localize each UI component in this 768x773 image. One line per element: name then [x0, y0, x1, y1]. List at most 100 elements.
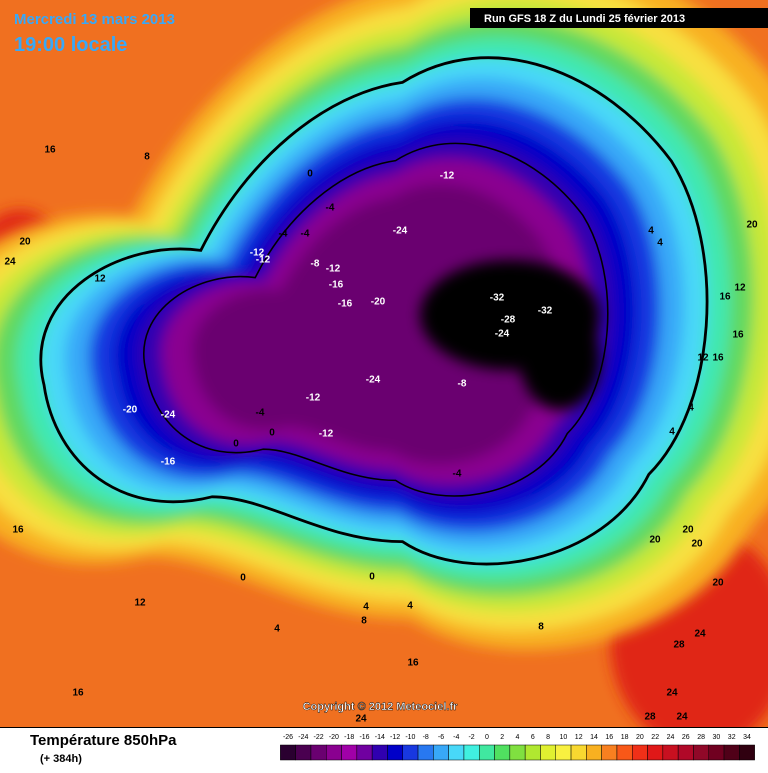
contour-label: 20 [712, 578, 724, 589]
scale-label: -10 [405, 734, 415, 741]
contour-label: -4 [256, 408, 265, 419]
scale-swatch [662, 744, 679, 761]
contour-label: -4 [326, 203, 335, 214]
scale-label: 6 [531, 734, 535, 741]
scale-swatch [463, 744, 480, 761]
scale-label: 0 [485, 734, 489, 741]
contour-label: 16 [12, 525, 24, 536]
contour-label: 12 [134, 598, 146, 609]
contour-label: 20 [682, 525, 694, 536]
scale-label: -26 [283, 734, 293, 741]
scale-label: 28 [697, 734, 705, 741]
contour-label: -4 [301, 229, 310, 240]
scale-label: 22 [651, 734, 659, 741]
scale-swatch [295, 744, 312, 761]
scale-label: 4 [516, 734, 520, 741]
contour-label: 16 [719, 292, 731, 303]
scale-swatch [616, 744, 633, 761]
contour-label: -12 [440, 171, 455, 182]
contour-label: 4 [407, 601, 413, 612]
contour-label: 8 [361, 616, 367, 627]
contour-label: 4 [657, 238, 663, 249]
scale-label: 18 [621, 734, 629, 741]
contour-label: 12 [94, 274, 106, 285]
run-info: Run GFS 18 Z du Lundi 25 février 2013 [484, 13, 685, 25]
legend-title: Température 850hPa [30, 732, 177, 749]
contour-label: 4 [363, 602, 369, 613]
scale-label: -24 [298, 734, 308, 741]
contour-label: -16 [338, 299, 353, 310]
contour-label: 20 [691, 539, 703, 550]
contour-label: -28 [501, 315, 516, 326]
contour-label: -12 [306, 393, 321, 404]
scale-swatch [723, 744, 740, 761]
contour-label: 24 [4, 257, 16, 268]
contour-label: 24 [355, 714, 367, 725]
scale-swatch [356, 744, 373, 761]
scale-label: 34 [743, 734, 751, 741]
forecast-date: Mercredi 13 mars 2013 [14, 11, 175, 28]
contour-label: 0 [240, 573, 246, 584]
scale-label: -14 [375, 734, 385, 741]
scale-swatch [555, 744, 572, 761]
contour-label: -16 [161, 457, 176, 468]
scale-swatch [586, 744, 602, 761]
scale-label: 8 [546, 734, 550, 741]
scale-label: 16 [605, 734, 613, 741]
scale-swatch [524, 744, 541, 761]
scale-label: 14 [590, 734, 598, 741]
scale-swatch [326, 744, 342, 761]
scale-swatch [509, 744, 526, 761]
contour-label: 20 [649, 535, 661, 546]
contour-label: 16 [732, 330, 744, 341]
scale-label: -16 [359, 734, 369, 741]
scale-label: 10 [560, 734, 568, 741]
contour-label: -12 [319, 429, 334, 440]
contour-label: 0 [369, 572, 375, 583]
scale-swatch [310, 744, 327, 761]
contour-label: 0 [233, 439, 239, 450]
contour-label: 20 [19, 237, 31, 248]
scale-label: -6 [438, 734, 444, 741]
scale-swatch [739, 744, 755, 761]
forecast-time: 19:00 locale [14, 34, 127, 56]
scale-label: 24 [667, 734, 675, 741]
scale-label: -20 [329, 734, 339, 741]
contour-label: 16 [72, 688, 84, 699]
contour-label: 0 [269, 428, 275, 439]
contour-label: -24 [161, 410, 176, 421]
scale-swatch [647, 744, 664, 761]
scale-swatch [693, 744, 710, 761]
contour-label: -24 [393, 226, 408, 237]
contour-label: -16 [329, 280, 344, 291]
scale-label: 12 [575, 734, 583, 741]
contour-label: 28 [673, 640, 685, 651]
scale-swatch [280, 744, 296, 761]
contour-label: -24 [495, 329, 510, 340]
scale-swatch [387, 744, 404, 761]
scale-swatch [570, 744, 587, 761]
scale-swatch [371, 744, 388, 761]
contour-label: 12 [734, 283, 746, 294]
scale-label: 30 [713, 734, 721, 741]
scale-swatch [708, 744, 725, 761]
scale-label: -8 [423, 734, 429, 741]
scale-swatch [417, 744, 434, 761]
scale-label: 20 [636, 734, 644, 741]
contour-label: 0 [307, 169, 313, 180]
lead-time: (+ 384h) [40, 753, 82, 765]
scale-label: 26 [682, 734, 690, 741]
contour-label: 4 [274, 624, 280, 635]
scale-label: -12 [390, 734, 400, 741]
copyright: Copyright © 2012 Meteociel.fr [303, 701, 459, 713]
contour-label: -20 [123, 405, 138, 416]
contour-label: 24 [666, 688, 678, 699]
scale-swatch [601, 744, 618, 761]
contour-label: 12 [697, 353, 709, 364]
scale-label: -22 [314, 734, 324, 741]
contour-label: -20 [371, 297, 386, 308]
scale-swatch [402, 744, 419, 761]
scale-label: 32 [728, 734, 736, 741]
